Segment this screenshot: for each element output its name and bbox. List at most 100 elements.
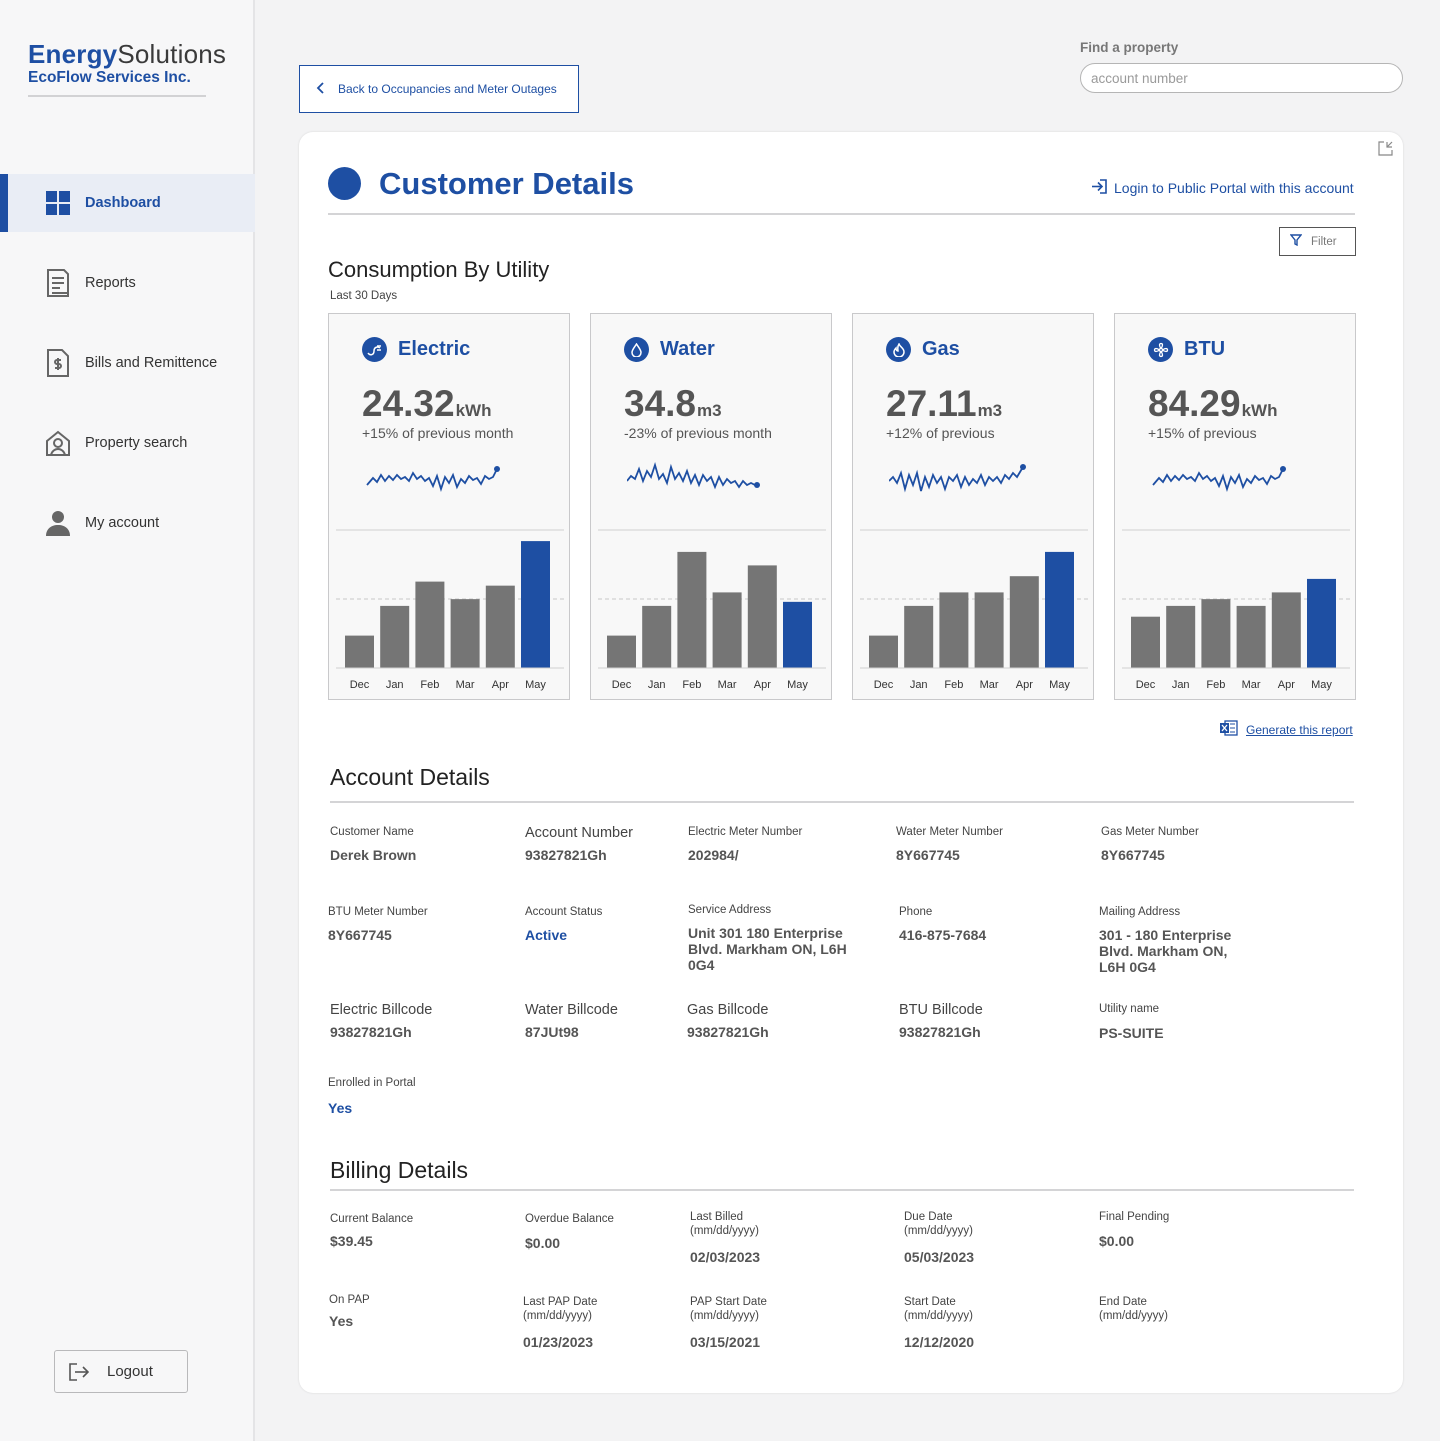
sidebar: EnergySolutions EcoFlow Services Inc. Da… <box>0 0 255 1441</box>
billing-details-divider <box>330 1189 1354 1191</box>
collapse-icon[interactable] <box>1378 141 1393 161</box>
utility-value: 24.32kWh <box>362 383 492 424</box>
field-customer-name: Customer Name Derek Brown <box>330 826 417 863</box>
chart-tick-label: Mar <box>1242 679 1261 691</box>
chart-tick-label: Mar <box>456 679 475 691</box>
chart-bar <box>521 541 550 668</box>
chart-tick-label: Jan <box>386 679 404 691</box>
chart-bar <box>1166 605 1196 668</box>
utility-name: Gas <box>922 338 960 360</box>
chart-bar <box>1271 592 1301 668</box>
logout-button[interactable]: Logout <box>54 1350 188 1393</box>
chart-tick-label: May <box>525 679 546 691</box>
field-current-balance: Current Balance $39.45 <box>330 1213 414 1249</box>
find-property-label: Find a property <box>1080 40 1179 55</box>
utility-change: +12% of previous <box>886 425 995 441</box>
chart-bar <box>939 592 969 668</box>
fan-icon <box>1148 337 1173 362</box>
chart-bar <box>345 635 374 668</box>
billing-details-title: Billing Details <box>330 1157 469 1183</box>
chart-bar <box>450 599 480 668</box>
portal-link-label: Login to Public Portal with this account <box>1114 180 1354 196</box>
sidebar-item-my-account[interactable]: My account <box>0 494 255 552</box>
sparkline-btu <box>1152 466 1286 492</box>
utility-header: Electric <box>362 337 470 362</box>
water-drop-icon <box>624 337 649 362</box>
back-button-label: Back to Occupancies and Meter Outages <box>338 82 557 96</box>
field-account-status: Account Status Active <box>525 906 603 943</box>
chart-tick-label: May <box>787 679 808 691</box>
chart-tick-label: Apr <box>1016 679 1033 691</box>
chart-bar <box>677 551 707 668</box>
chart-tick-label: Dec <box>1136 679 1156 691</box>
chart-bar <box>747 565 777 668</box>
login-public-portal-link[interactable]: Login to Public Portal with this account <box>1091 179 1354 197</box>
consumption-title: Consumption By Utility <box>328 257 550 282</box>
sidebar-item-bills[interactable]: Bills and Remittence <box>0 334 255 392</box>
sidebar-item-dashboard[interactable]: Dashboard <box>0 174 255 232</box>
find-property-input[interactable] <box>1080 63 1403 93</box>
sidebar-item-property-search[interactable]: Property search <box>0 414 255 472</box>
sparkline-electric <box>366 466 500 492</box>
chart-bar <box>415 581 445 668</box>
field-account-number: Account Number 93827821Gh <box>525 825 633 863</box>
utility-change: +15% of previous <box>1148 425 1257 441</box>
field-btu-meter-number: BTU Meter Number 8Y667745 <box>328 906 428 943</box>
field-start-date: Start Date (mm/dd/yyyy) 12/12/2020 <box>904 1296 975 1350</box>
sidebar-item-label: Reports <box>85 275 136 291</box>
utility-value: 27.11m3 <box>886 383 1003 424</box>
page-title: Customer Details <box>379 166 634 201</box>
chart-tick-label: Jan <box>910 679 928 691</box>
sidebar-item-label: My account <box>85 515 160 531</box>
filter-button[interactable]: Filter <box>1279 227 1356 256</box>
login-icon <box>1091 179 1107 197</box>
field-overdue-balance: Overdue Balance $0.00 <box>525 1213 614 1251</box>
brand-name: EnergySolutions <box>28 39 227 69</box>
chart-tick-label: May <box>1049 679 1070 691</box>
chart-tick-label: Mar <box>718 679 737 691</box>
chart-bar <box>1307 578 1336 668</box>
chart-tick-label: Jan <box>648 679 666 691</box>
field-electric-billcode: Electric Billcode 93827821Gh <box>330 1002 433 1040</box>
property-search-icon <box>45 427 71 459</box>
chart-tick-label: Jan <box>1172 679 1190 691</box>
sidebar-item-reports[interactable]: Reports <box>0 254 255 312</box>
filter-icon <box>1289 234 1303 249</box>
chart-bar <box>1236 605 1266 668</box>
chart-bar <box>1009 576 1039 668</box>
chart-tick-label: Feb <box>1206 679 1225 691</box>
chart-bar <box>904 605 934 668</box>
utility-value: 34.8m3 <box>624 383 722 424</box>
chart-bar <box>712 592 742 668</box>
field-service-address: Service Address Unit 301 180 Enterprise B… <box>688 904 847 973</box>
sidebar-item-label: Dashboard <box>85 195 161 211</box>
chart-tick-label: Apr <box>1278 679 1295 691</box>
field-water-billcode: Water Billcode 87JUt98 <box>525 1002 618 1040</box>
generate-report-label: Generate this report <box>1246 722 1353 737</box>
sparkline-gas <box>889 464 1026 493</box>
field-last-pap-date: Last PAP Date (mm/dd/yyyy) 01/23/2023 <box>523 1296 598 1350</box>
chart-bar <box>974 592 1004 668</box>
field-end-date: End Date (mm/dd/yyyy) <box>1099 1296 1168 1322</box>
chart-tick-label: Feb <box>420 679 439 691</box>
field-btu-billcode: BTU Billcode 93827821Gh <box>899 1002 983 1040</box>
user-icon <box>45 507 71 539</box>
field-final-pending: Final Pending $0.00 <box>1099 1211 1170 1249</box>
chart-bar <box>1131 616 1160 668</box>
brand-logo: EnergySolutions EcoFlow Services Inc. <box>28 39 227 97</box>
customer-status-dot <box>328 167 361 200</box>
report-icon <box>45 267 71 299</box>
consumption-subtitle: Last 30 Days <box>330 290 398 302</box>
field-water-meter-number: Water Meter Number 8Y667745 <box>896 826 1003 863</box>
electric-plug-icon <box>362 337 387 362</box>
utility-card-electric: Electric 24.32kWh +15% of previous month… <box>328 313 570 700</box>
back-button[interactable]: Back to Occupancies and Meter Outages <box>299 65 579 113</box>
title-divider <box>328 213 1355 215</box>
generate-report-link[interactable]: Generate this report <box>1220 720 1353 739</box>
chart-tick-label: Apr <box>492 679 509 691</box>
utility-name: Electric <box>398 338 471 360</box>
chart-tick-label: Dec <box>874 679 894 691</box>
field-mailing-address: Mailing Address 301 - 180 Enterprise Blvd… <box>1099 906 1232 975</box>
field-gas-billcode: Gas Billcode 93827821Gh <box>687 1002 769 1040</box>
chart-bar <box>869 635 898 668</box>
